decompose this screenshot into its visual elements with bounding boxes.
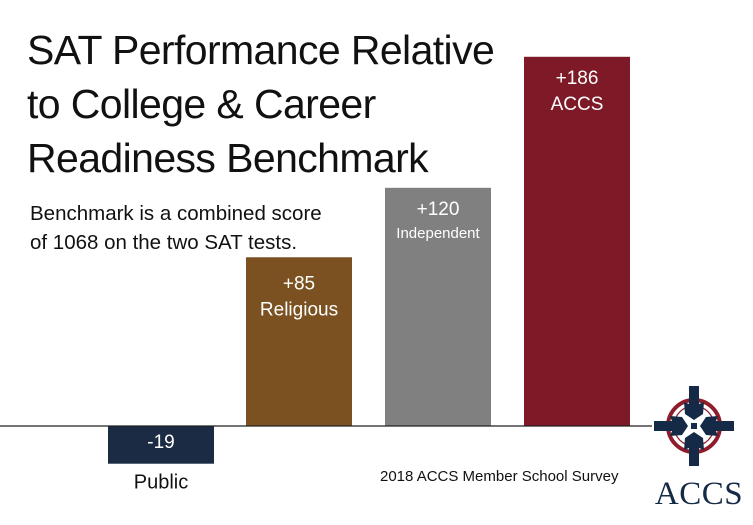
chart-title-line-1: SAT Performance Relative [27, 27, 495, 73]
chart-title-line-2: to College & Career [27, 81, 376, 127]
value-label-accs: +186 [556, 68, 599, 89]
bars-layer [108, 56, 630, 464]
category-label-independent: Independent [396, 225, 480, 242]
bar-independent [385, 187, 491, 426]
subtitle-line-2: of 1068 on the two SAT tests. [30, 231, 298, 254]
bar-public [108, 426, 214, 464]
labels-layer: -19 Public +85 Religious +120 Independent +186… [134, 68, 604, 494]
cross-emblem-icon [654, 386, 734, 466]
bar-religious [246, 257, 352, 426]
logo-text: ACCS [654, 476, 744, 512]
chart-title-line-3: Readiness Benchmark [27, 135, 429, 181]
subtitle-line-1: Benchmark is a combined score [30, 202, 322, 225]
value-label-independent: +120 [417, 199, 460, 220]
category-label-accs: ACCS [551, 94, 604, 115]
source-note: 2018 ACCS Member School Survey [380, 468, 619, 485]
bar-accs [524, 56, 630, 426]
value-label-public: -19 [147, 432, 174, 453]
value-label-religious: +85 [283, 273, 315, 294]
category-label-religious: Religious [260, 299, 338, 320]
category-label-public: Public [134, 472, 188, 494]
